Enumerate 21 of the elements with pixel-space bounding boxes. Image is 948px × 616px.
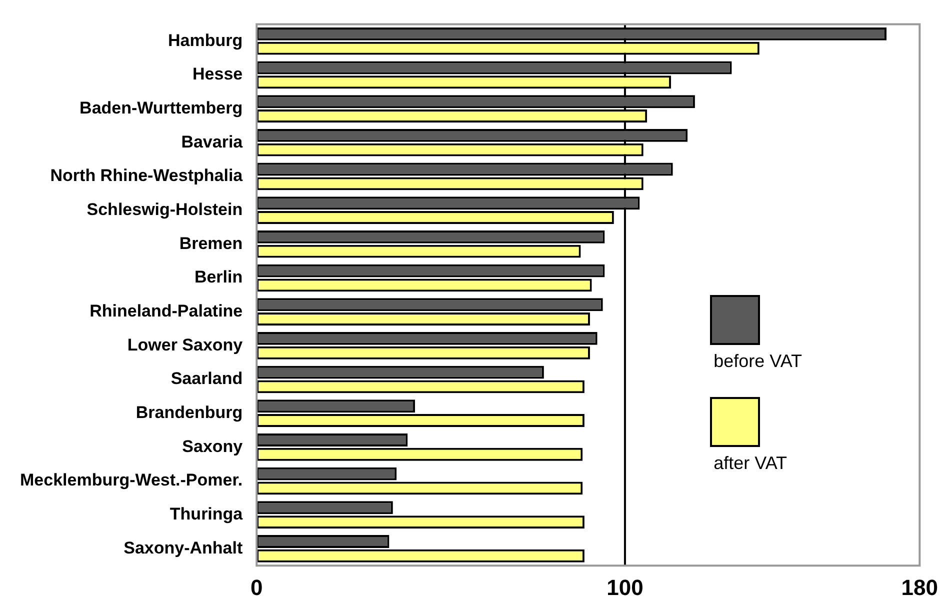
y-tick-label: Bremen bbox=[179, 234, 243, 253]
y-tick-label: Berlin bbox=[194, 268, 243, 287]
y-tick-label: Lower Saxony bbox=[127, 335, 244, 354]
y-tick-label: Saarland bbox=[170, 369, 243, 388]
y-tick-label: Mecklemburg-West.-Pomer. bbox=[20, 470, 243, 490]
y-tick-label: Baden-Wurttemberg bbox=[80, 98, 243, 118]
y-tick-label: Brandenburg bbox=[136, 403, 243, 422]
x-tick-label: 180 bbox=[901, 574, 938, 600]
text: after VAT bbox=[714, 452, 788, 474]
y-tick-label: Hamburg bbox=[168, 30, 243, 50]
text: before VAT bbox=[714, 350, 802, 372]
y-tick-label: Saxony bbox=[182, 436, 244, 456]
x-tick-label: 0 bbox=[250, 574, 263, 600]
y-tick-label: Schleswig-Holstein bbox=[86, 200, 243, 219]
y-tick-label: North Rhine-Westphalia bbox=[50, 166, 244, 186]
x-tick-label: 100 bbox=[606, 574, 644, 600]
y-tick-label: Thuringa bbox=[170, 504, 244, 524]
y-tick-label: Bavaria bbox=[181, 132, 244, 152]
y-tick-label: Hesse bbox=[192, 64, 243, 84]
y-tick-label: Saxony-Anhalt bbox=[124, 538, 243, 558]
y-tick-label: Rhineland-Palatine bbox=[90, 302, 243, 321]
